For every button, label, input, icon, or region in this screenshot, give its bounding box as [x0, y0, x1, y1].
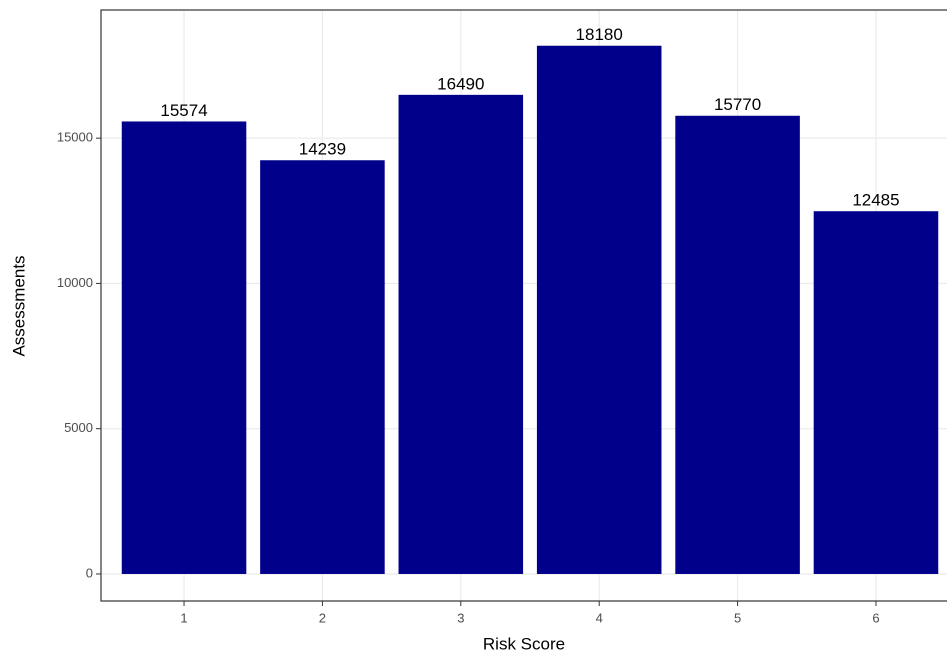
x-tick-label: 6 [872, 610, 879, 625]
y-axis-title: Assessments [9, 255, 28, 356]
x-tick-label: 4 [596, 610, 603, 625]
y-tick-label: 5000 [64, 420, 93, 435]
bar [675, 115, 800, 574]
value-label: 12485 [852, 191, 899, 210]
bar [260, 160, 385, 574]
bar [121, 121, 247, 574]
value-label: 15770 [714, 95, 761, 114]
value-label: 16490 [437, 74, 484, 93]
x-tick-label: 1 [180, 610, 187, 625]
value-label: 14239 [299, 140, 346, 159]
bar [536, 45, 662, 574]
x-tick-label: 2 [319, 610, 326, 625]
panel-border [100, 9, 947, 602]
x-tick-label: 3 [457, 610, 464, 625]
bar [813, 211, 939, 574]
value-label: 15574 [160, 101, 207, 120]
y-tick-label: 15000 [57, 130, 93, 145]
bar [398, 94, 524, 574]
x-axis-title: Risk Score [483, 634, 565, 653]
value-label: 18180 [576, 25, 623, 44]
y-tick-label: 0 [86, 565, 93, 580]
y-tick-label: 10000 [57, 275, 93, 290]
x-tick-label: 5 [734, 610, 741, 625]
